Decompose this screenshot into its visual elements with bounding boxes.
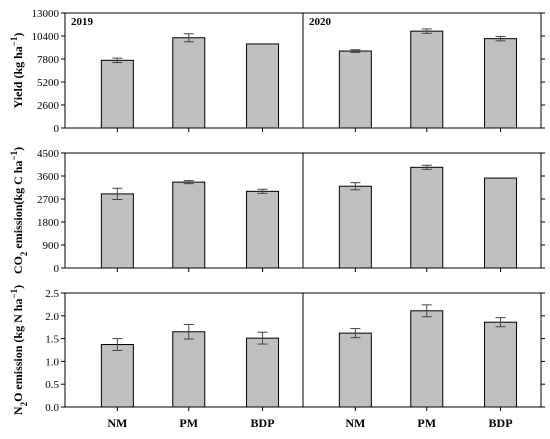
y-tick-label: 0.0: [45, 402, 59, 414]
bar: [410, 30, 444, 129]
y-axis-label-sub: 2: [19, 251, 29, 256]
bar: [246, 43, 280, 129]
x-category-label: NM: [345, 416, 365, 430]
y-axis-label-pre: N: [11, 406, 25, 415]
bar: [338, 332, 372, 408]
y-tick-label: 0.5: [45, 379, 59, 391]
bar: [410, 310, 444, 408]
y-axis-label-pre: CO: [11, 256, 25, 274]
y-axis-label-tail: ): [11, 285, 25, 289]
y-axis-label: Yield (kg ha−1): [9, 33, 25, 109]
y-tick-label: 10400: [32, 31, 60, 43]
y-tick-label: 2700: [37, 194, 60, 206]
bar: [100, 344, 134, 408]
y-tick-label: 900: [43, 240, 60, 252]
bar: [172, 181, 206, 269]
y-tick-label: 2.5: [45, 288, 59, 300]
bar: [246, 337, 280, 408]
bar: [484, 177, 518, 269]
bar: [100, 59, 134, 129]
year-label: 2019: [71, 16, 94, 28]
y-tick-label: 0: [54, 123, 60, 135]
y-axis-label: CO2 emission(kg C ha−1): [9, 147, 29, 274]
bar: [172, 37, 206, 129]
y-axis-label-sub: 2: [19, 401, 29, 406]
x-category-label: NM: [107, 416, 127, 430]
y-tick-label: 3600: [37, 171, 60, 183]
y-axis-label-tail: ): [11, 33, 25, 37]
y-tick-label: 1.5: [45, 334, 59, 346]
y-tick-label: 13000: [32, 8, 60, 20]
y-tick-label: 1800: [37, 217, 60, 229]
y-tick-label: 7800: [37, 54, 60, 66]
bar: [338, 185, 372, 269]
y-tick-label: 4500: [37, 148, 60, 160]
year-label: 2020: [309, 16, 332, 28]
y-axis-label-sup: −1: [9, 288, 19, 298]
bar: [246, 190, 280, 269]
y-axis-label-main: emission(kg C ha: [11, 161, 25, 252]
x-category-label: BDP: [251, 416, 275, 430]
y-axis-label-main: O emission (kg N ha: [11, 299, 25, 402]
bar: [484, 38, 518, 129]
y-tick-label: 1.0: [45, 356, 59, 368]
y-tick-label: 5200: [37, 77, 60, 89]
x-category-label: BDP: [489, 416, 513, 430]
bar: [338, 50, 372, 129]
y-tick-label: 2.0: [45, 311, 59, 323]
y-tick-label: 0: [54, 263, 60, 275]
bar: [484, 321, 518, 408]
bar: [410, 166, 444, 269]
x-category-label: PM: [179, 416, 198, 430]
bar: [100, 193, 134, 269]
y-axis-label-sup: −1: [9, 36, 19, 46]
y-axis-label-tail: ): [11, 147, 25, 151]
y-axis-label-main: Yield (kg ha: [11, 46, 25, 108]
bar: [172, 331, 206, 408]
x-category-label: PM: [417, 416, 436, 430]
y-axis-label: N2O emission (kg N ha−1): [9, 285, 29, 415]
y-tick-label: 2600: [37, 100, 60, 112]
y-axis-label-sup: −1: [9, 150, 19, 160]
